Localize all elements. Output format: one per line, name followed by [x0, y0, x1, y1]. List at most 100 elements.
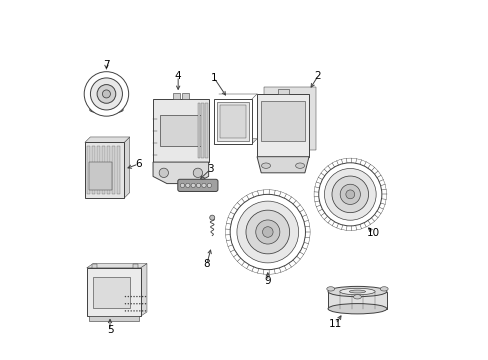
- Ellipse shape: [261, 163, 270, 168]
- Circle shape: [185, 183, 190, 188]
- Circle shape: [144, 303, 146, 305]
- Text: 4: 4: [175, 71, 181, 81]
- Bar: [201, 103, 203, 158]
- Text: 5: 5: [106, 325, 113, 335]
- Text: 10: 10: [366, 228, 379, 238]
- Circle shape: [180, 183, 184, 188]
- Bar: [198, 103, 200, 158]
- Bar: [97, 146, 100, 194]
- Circle shape: [139, 296, 140, 297]
- Bar: [132, 264, 138, 268]
- Circle shape: [245, 210, 289, 254]
- Circle shape: [133, 296, 135, 297]
- Polygon shape: [214, 139, 257, 144]
- Ellipse shape: [327, 303, 386, 314]
- Ellipse shape: [295, 163, 304, 168]
- Ellipse shape: [348, 290, 365, 293]
- Text: 3: 3: [207, 164, 213, 174]
- Circle shape: [90, 78, 122, 110]
- Bar: [86, 146, 90, 194]
- Circle shape: [230, 194, 305, 270]
- Ellipse shape: [339, 288, 374, 295]
- Circle shape: [97, 85, 116, 103]
- Circle shape: [142, 303, 143, 305]
- Circle shape: [136, 303, 137, 305]
- Circle shape: [159, 168, 168, 177]
- Circle shape: [331, 176, 368, 213]
- Circle shape: [191, 183, 195, 188]
- Circle shape: [324, 168, 375, 220]
- Circle shape: [84, 72, 128, 116]
- Bar: [117, 146, 120, 194]
- Bar: [88, 316, 139, 320]
- Circle shape: [340, 184, 360, 204]
- Circle shape: [144, 296, 146, 297]
- Ellipse shape: [326, 287, 334, 291]
- Circle shape: [255, 220, 279, 244]
- Bar: [85, 142, 124, 198]
- Circle shape: [130, 296, 132, 297]
- Circle shape: [102, 90, 110, 98]
- Circle shape: [136, 296, 137, 297]
- Circle shape: [127, 310, 129, 312]
- Circle shape: [124, 310, 126, 312]
- Circle shape: [193, 168, 202, 177]
- Text: 9: 9: [264, 276, 270, 286]
- Bar: [327, 292, 386, 309]
- Ellipse shape: [353, 295, 361, 299]
- Bar: [93, 277, 129, 309]
- Polygon shape: [257, 157, 308, 173]
- Circle shape: [207, 183, 211, 188]
- Bar: [257, 94, 308, 157]
- Bar: [182, 93, 188, 99]
- Circle shape: [130, 310, 132, 312]
- Text: 2: 2: [314, 71, 321, 81]
- Bar: [277, 89, 288, 94]
- Circle shape: [262, 227, 272, 237]
- Circle shape: [345, 190, 354, 199]
- Polygon shape: [85, 137, 129, 142]
- Circle shape: [127, 303, 129, 305]
- Bar: [217, 102, 248, 141]
- Circle shape: [237, 201, 298, 263]
- Bar: [86, 268, 140, 316]
- Polygon shape: [124, 137, 129, 198]
- Circle shape: [124, 303, 126, 305]
- Bar: [112, 146, 115, 194]
- Bar: [88, 162, 112, 190]
- Circle shape: [136, 310, 137, 312]
- Circle shape: [318, 163, 381, 226]
- Ellipse shape: [327, 287, 386, 297]
- Bar: [102, 146, 105, 194]
- Circle shape: [142, 296, 143, 297]
- FancyBboxPatch shape: [178, 179, 218, 192]
- Text: 6: 6: [135, 159, 142, 169]
- Circle shape: [139, 303, 140, 305]
- Bar: [92, 264, 97, 268]
- Bar: [159, 114, 201, 146]
- Circle shape: [124, 296, 126, 297]
- Polygon shape: [153, 162, 208, 184]
- Circle shape: [196, 183, 201, 188]
- Bar: [219, 105, 245, 138]
- Bar: [153, 99, 208, 162]
- Polygon shape: [264, 87, 316, 149]
- Text: 8: 8: [203, 259, 210, 269]
- Circle shape: [209, 215, 214, 220]
- Ellipse shape: [380, 287, 387, 291]
- Circle shape: [139, 310, 140, 312]
- Text: 1: 1: [210, 73, 217, 83]
- Text: 11: 11: [328, 319, 342, 329]
- Bar: [260, 101, 305, 140]
- Circle shape: [202, 183, 206, 188]
- Bar: [172, 93, 180, 99]
- Circle shape: [133, 303, 135, 305]
- Text: 7: 7: [103, 60, 109, 70]
- Bar: [106, 146, 110, 194]
- Bar: [214, 99, 251, 144]
- Bar: [204, 103, 207, 158]
- Circle shape: [130, 303, 132, 305]
- Circle shape: [133, 310, 135, 312]
- Polygon shape: [86, 264, 147, 268]
- Bar: [92, 146, 95, 194]
